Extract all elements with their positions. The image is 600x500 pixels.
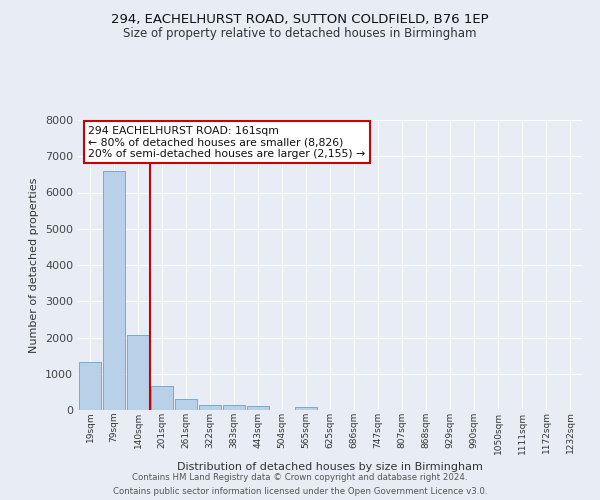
Text: Contains HM Land Registry data © Crown copyright and database right 2024.: Contains HM Land Registry data © Crown c…	[132, 472, 468, 482]
Bar	[223, 406, 245, 410]
X-axis label: Distribution of detached houses by size in Birmingham: Distribution of detached houses by size …	[177, 462, 483, 472]
Bar	[127, 334, 149, 410]
Bar	[199, 404, 221, 410]
Bar	[295, 406, 317, 410]
Bar	[151, 386, 173, 410]
Y-axis label: Number of detached properties: Number of detached properties	[29, 178, 40, 352]
Bar	[247, 406, 269, 410]
Text: Size of property relative to detached houses in Birmingham: Size of property relative to detached ho…	[123, 28, 477, 40]
Text: 294, EACHELHURST ROAD, SUTTON COLDFIELD, B76 1EP: 294, EACHELHURST ROAD, SUTTON COLDFIELD,…	[111, 12, 489, 26]
Bar	[103, 171, 125, 410]
Text: 294 EACHELHURST ROAD: 161sqm
← 80% of detached houses are smaller (8,826)
20% of: 294 EACHELHURST ROAD: 161sqm ← 80% of de…	[88, 126, 365, 159]
Bar	[79, 362, 101, 410]
Bar	[175, 399, 197, 410]
Text: Contains public sector information licensed under the Open Government Licence v3: Contains public sector information licen…	[113, 486, 487, 496]
